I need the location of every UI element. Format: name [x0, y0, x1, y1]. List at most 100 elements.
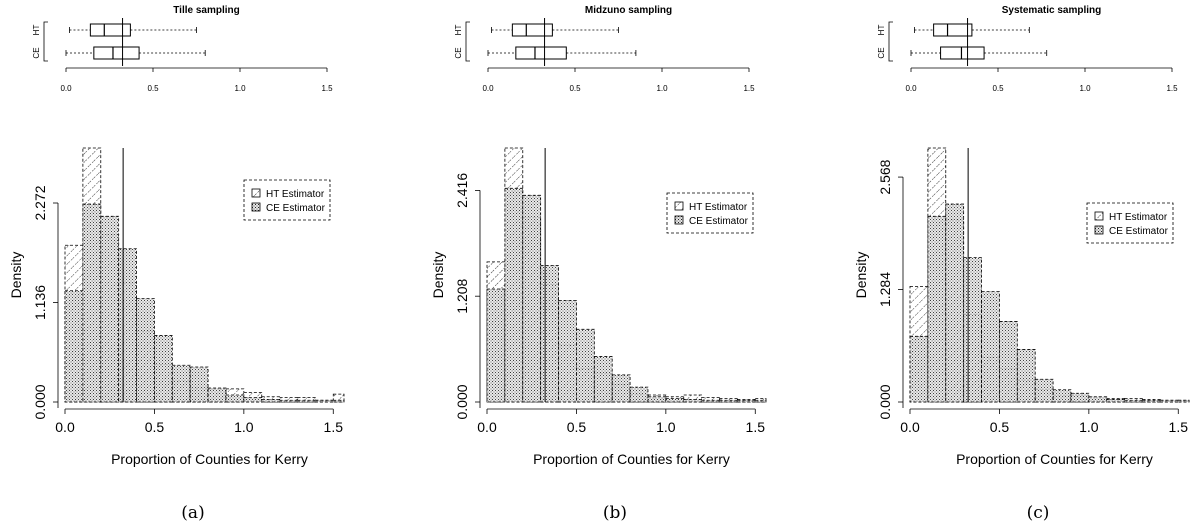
histogram-bar-ce: [981, 291, 1000, 403]
histogram-bar-ce: [1052, 389, 1072, 403]
legend-box: [1086, 202, 1174, 244]
y-tick-label: 0.000: [877, 384, 893, 419]
histogram-bar-ce: [945, 203, 965, 403]
legend-swatch-ht: [251, 188, 261, 198]
y-tick-label: 1.284: [877, 272, 893, 307]
histogram-bar-ce: [593, 356, 613, 403]
histogram-bar-ce: [611, 374, 631, 403]
legend-box: [243, 179, 331, 221]
box-iqr: [933, 23, 973, 37]
histogram-bar-ce: [1159, 399, 1179, 403]
histogram-bar-ce: [909, 335, 929, 403]
histogram-bar-ce: [279, 399, 298, 403]
histogram-bar-ce: [647, 396, 667, 403]
x-axis-label: Proportion of Counties for Kerry: [533, 451, 730, 467]
box-x-tick-label: 1.0: [1079, 84, 1091, 93]
legend: HT Estimator CE Estimator: [243, 179, 331, 221]
legend: HT Estimator CE Estimator: [1086, 202, 1174, 244]
box-x-tick-label: 1.5: [1166, 84, 1178, 93]
legend-label-ce: CE Estimator: [266, 203, 326, 214]
box-label-ce: CE: [877, 47, 886, 58]
histogram: 0.0 0.5 1.0 1.5 0.000 1.136 2.272 Proportion of…: [8, 147, 345, 467]
histogram-bar-ce: [64, 290, 84, 403]
box-group-bracket: [465, 21, 470, 62]
panel-1: Tille sampling HT CE 0.0 0.5 1.0 1.5 0.0 0.5 1.0 1…: [8, 5, 345, 523]
legend-swatch-ce: [674, 215, 684, 225]
histogram-bar-ce: [314, 399, 334, 403]
box-label-ht: HT: [32, 25, 41, 36]
boxplot-title: Tille sampling: [173, 5, 240, 16]
panel-caption: (c): [1027, 503, 1050, 523]
histogram-bar-ce: [701, 399, 720, 403]
histogram: 0.0 0.5 1.0 1.5 0.000 1.208 2.416 Proportion of…: [430, 147, 767, 467]
y-tick-label: 2.416: [454, 173, 470, 208]
box-x-tick-label: 1.0: [234, 84, 246, 93]
histogram-bar-ce: [683, 398, 703, 403]
histogram-bar-ce: [999, 321, 1018, 403]
histogram-bar-ce: [1070, 392, 1090, 403]
box-iqr: [940, 46, 985, 60]
histogram-bar-ce: [225, 394, 245, 403]
box-ht: HT: [877, 23, 1030, 37]
x-tick-label: 1.5: [1169, 419, 1189, 435]
x-tick-label: 1.5: [324, 419, 344, 435]
box-group-bracket: [888, 21, 893, 62]
x-axis-label: Proportion of Counties for Kerry: [956, 451, 1153, 467]
legend-box: [666, 192, 754, 234]
x-tick-label: 1.5: [746, 419, 766, 435]
histogram-series-ce: [909, 203, 1190, 403]
legend-label-ce: CE Estimator: [1109, 226, 1169, 237]
y-tick-label: 2.568: [877, 159, 893, 194]
x-tick-label: 1.0: [234, 419, 254, 435]
panel-caption: (a): [181, 503, 204, 523]
histogram-bar-ce: [1124, 399, 1143, 403]
histogram-bar-ce: [736, 399, 756, 403]
legend-swatch-ce: [251, 202, 261, 212]
histogram-bar-ce: [189, 366, 209, 403]
box-ht: HT: [32, 23, 197, 37]
histogram-bar-ce: [719, 399, 738, 403]
box-x-tick-label: 0.5: [569, 84, 581, 93]
box-label-ce: CE: [32, 47, 41, 58]
histogram-bar-ce: [1177, 399, 1190, 403]
box-x-tick-label: 1.0: [656, 84, 668, 93]
histogram-bar-ce: [1034, 378, 1054, 403]
histogram-bar-ce: [1088, 396, 1108, 403]
box-x-tick-label: 0.0: [482, 84, 494, 93]
histogram-bar-ce: [665, 398, 685, 403]
x-tick-label: 0.5: [567, 419, 587, 435]
boxplot-title: Systematic sampling: [1002, 5, 1101, 16]
histogram-bar-ce: [118, 248, 137, 403]
histogram-bar-ce: [82, 203, 102, 403]
legend-label-ht: HT Estimator: [1109, 212, 1168, 223]
x-tick-label: 0.0: [55, 419, 75, 435]
box-x-tick-label: 0.5: [147, 84, 159, 93]
box-ce: CE: [454, 46, 637, 60]
y-tick-label: 2.272: [32, 185, 48, 220]
histogram-bar-ce: [963, 257, 982, 403]
histogram-bar-ce: [629, 386, 649, 403]
panel-2: Midzuno sampling HT CE 0.0 0.5 1.0 1.5 0.0 0.5 1.…: [430, 5, 767, 523]
x-tick-label: 1.0: [656, 419, 676, 435]
histogram-series-ce: [64, 203, 345, 403]
y-tick-label: 0.000: [454, 384, 470, 419]
histogram-bar-ce: [332, 399, 345, 403]
histogram-bar-ce: [100, 215, 120, 403]
box-x-tick-label: 0.0: [905, 84, 917, 93]
histogram-bar-ce: [1106, 398, 1126, 403]
histogram-bar-ce: [522, 194, 542, 403]
box-iqr: [515, 46, 567, 60]
box-x-tick-label: 0.5: [992, 84, 1004, 93]
histogram-bar-ht: [332, 393, 345, 403]
histogram-bar-ce: [136, 298, 155, 403]
box-iqr: [511, 23, 553, 37]
histogram-bar-ce: [207, 387, 227, 403]
histogram: 0.0 0.5 1.0 1.5 0.000 1.284 2.568 Proportion of…: [853, 147, 1190, 467]
boxplot-title: Midzuno sampling: [585, 5, 672, 16]
box-group-bracket: [43, 21, 48, 62]
histogram-bar-ce: [1016, 349, 1036, 403]
box-x-tick-label: 1.5: [743, 84, 755, 93]
panel-caption: (b): [603, 503, 627, 523]
